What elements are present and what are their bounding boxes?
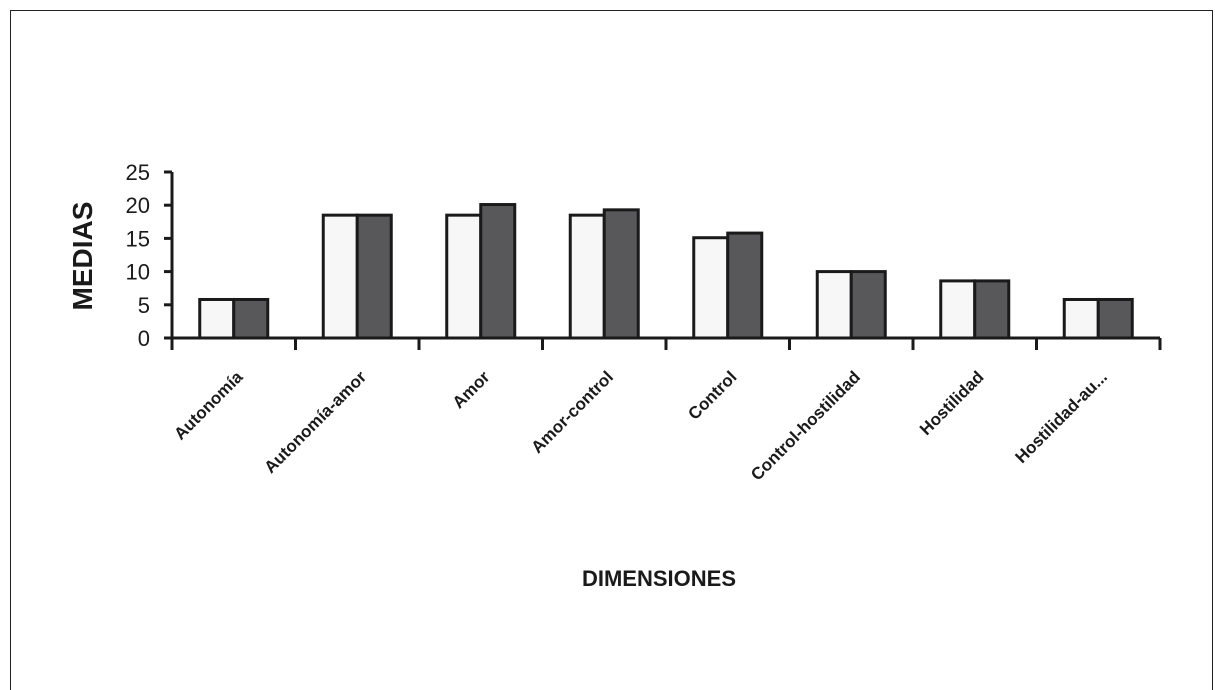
- x-tick-label-6: Hostilidad: [916, 367, 988, 439]
- y-tick-label-0: 0: [138, 326, 150, 351]
- y-axis-title: MEDIAS: [67, 202, 98, 311]
- bar-series1-0: [198, 297, 236, 340]
- bar-series1-3: [568, 213, 606, 340]
- bar-series2-4: [726, 231, 764, 340]
- bar-series2-5: [849, 270, 887, 340]
- x-tick-label-4: Control: [684, 367, 740, 423]
- x-labels-group: Autonomía Autonomía-amor Amor Amor-control C…: [170, 367, 1111, 484]
- y-tick-label-1: 5: [138, 293, 150, 318]
- x-tick-label-3: Amor-control: [528, 367, 618, 457]
- y-tick-label-5: 25: [126, 160, 150, 185]
- x-tick-label-5: Control-hostilidad: [747, 367, 864, 484]
- y-tick-label-2: 10: [126, 260, 150, 285]
- bars-group: [198, 203, 1134, 340]
- y-tick-label-3: 15: [126, 226, 150, 251]
- x-tick-label-1: Autonomía-amor: [260, 367, 370, 477]
- bar-series2-7: [1096, 297, 1134, 340]
- chart-frame: [10, 10, 1213, 690]
- bar-series1-7: [1062, 297, 1100, 340]
- bar-series1-6: [939, 279, 977, 340]
- y-ticks-group: 0 5 10 15 20 25: [126, 160, 172, 351]
- bar-series2-1: [355, 213, 393, 340]
- bar-series2-6: [973, 279, 1011, 340]
- bar-series2-2: [479, 203, 517, 340]
- x-tick-label-7: Hostilidad-au...: [1011, 367, 1111, 467]
- bar-series1-2: [445, 213, 483, 340]
- bar-series1-5: [815, 270, 853, 340]
- x-axis-title: DIMENSIONES: [582, 566, 736, 591]
- bar-series2-3: [602, 208, 640, 340]
- bar-series1-1: [321, 213, 359, 340]
- axes-group: [170, 172, 1162, 350]
- y-tick-label-4: 20: [126, 193, 150, 218]
- x-tick-label-2: Amor: [449, 367, 494, 412]
- x-tick-label-0: Autonomía: [170, 367, 247, 444]
- bar-series1-4: [692, 236, 730, 340]
- bar-series2-0: [232, 297, 270, 340]
